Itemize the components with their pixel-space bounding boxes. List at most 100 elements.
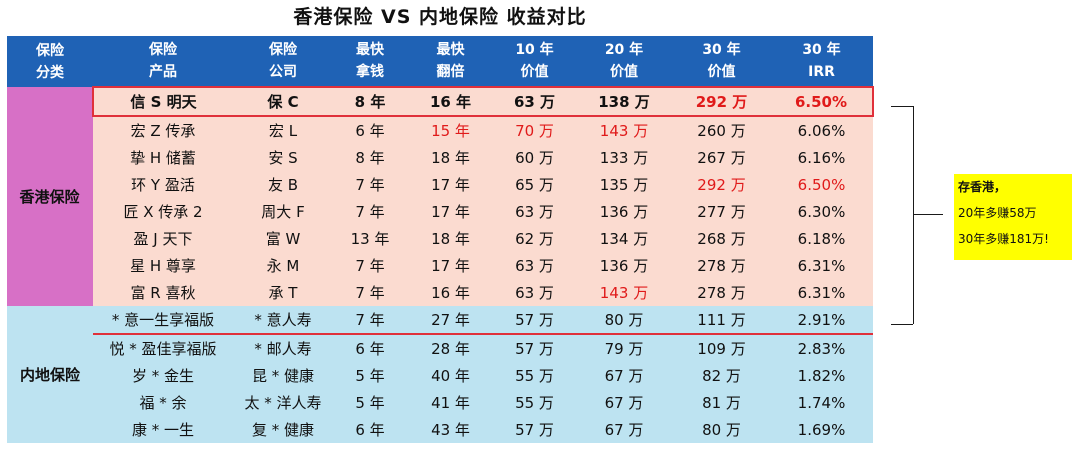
table-cell: 6.30% [770,198,873,225]
table-cell: 7 年 [333,279,407,306]
table-cell: 1.82% [770,362,873,389]
note-heading: 存香港， [958,180,1007,194]
header-line: 拿钱 [356,64,384,80]
table-cell: 81 万 [673,389,770,416]
header-line: 保险 [36,42,64,59]
header-line: IRR [808,64,835,80]
table-cell: 保 C [233,86,333,117]
header-cell: 10 年价值 [494,36,575,87]
table-cell: 匠 X 传承 2 [93,198,233,225]
table-cell: 康 * 一生 [93,416,233,443]
header-line: 价值 [520,64,549,80]
table-cell: 18 年 [407,144,494,171]
table-cell: 6.50% [770,86,874,117]
table-cell: 268 万 [673,225,770,252]
header-line: 20 年 [604,42,644,58]
table-cell: 43 年 [407,416,494,443]
table-cell: 6 年 [333,334,407,362]
table-cell: 40 年 [407,362,494,389]
table-cell: 岁 * 金生 [93,362,233,389]
table-cell: 70 万 [494,116,575,144]
table-cell: 136 万 [575,252,673,279]
table-cell: 133 万 [575,144,673,171]
header-line: 最快 [436,42,465,58]
table-row: 福 * 余太 * 洋人寿 5 年 41 年 55 万 67 万 81 万 1.74% [7,389,873,416]
table-cell: 60 万 [494,144,575,171]
table-cell: 28 年 [407,334,494,362]
table-cell: 2.91% [770,306,873,335]
table-cell: 7 年 [333,306,407,335]
header-line: 公司 [269,64,297,80]
table-row: 悦 * 盈佳享福版 * 邮人寿 6 年 28 年 57 万 79 万 109 万 2.83% [7,334,873,362]
table-row: 内地保险 * 意一生享福版 * 意人寿 7 年 27 年 57 万 80 万 111 万 2.9… [7,306,873,443]
table-cell: 292 万 [673,86,770,117]
table-cell: 260 万 [673,116,770,144]
table-cell: 57 万 [494,334,575,362]
table-cell: 278 万 [673,252,770,279]
table-cell: 63 万 [494,279,575,306]
table-cell: 6.16% [770,144,873,171]
header-line: 保险 [269,42,297,58]
table-cell: 136 万 [575,198,673,225]
bracket-bottom [891,324,913,325]
table-cell: 昆 * 健康 [233,362,333,389]
table-cell: 55 万 [494,389,575,416]
header-line: 10 年 [515,42,554,58]
table-cell: 6.31% [770,252,873,279]
table-cell: 143 万 [575,279,673,306]
header-line: 价值 [707,64,736,80]
table-cell: 7 年 [333,198,407,225]
table-cell: 6 年 [333,116,407,144]
table-cell: 永 M [233,252,333,279]
header-line: 翻倍 [436,64,465,80]
category-cell: 内地保险 [7,306,93,443]
header-cell: 保险 分类 [7,36,93,87]
page-title: 香港保险 VS 内地保险 收益对比 [293,6,587,28]
table-cell: 富 R 喜秋 [93,279,233,306]
bracket-vertical [913,106,914,324]
header-cell: 最快 拿钱 [333,36,407,87]
table-cell: 278 万 [673,279,770,306]
table-cell: 82 万 [673,362,770,389]
header-line: 产品 [149,64,177,80]
table-cell: 67 万 [575,416,673,443]
table-cell: 6 年 [333,416,407,443]
table-cell: 134 万 [575,225,673,252]
header-line: 30 年 [802,42,841,58]
table-cell: 67 万 [575,362,673,389]
table-cell: 17 年 [407,252,494,279]
table-cell: * 邮人寿 [233,334,333,362]
table-cell: 宏 L [233,116,333,144]
table-cell: 267 万 [673,144,770,171]
table-cell: 67 万 [575,389,673,416]
header-line: 价值 [610,64,638,80]
table-cell: 挚 H 储蓄 [93,144,233,171]
header-row: 保险 分类 保险 产品 保险 公司 最快 拿钱 最快 翻倍 10 年价值 20 年价值 30 年价值 30… [7,36,873,87]
table-cell: 6.50% [770,171,873,198]
table-cell: 80 万 [575,306,673,335]
table-cell: 13 年 [333,225,407,252]
table-cell: 17 年 [407,198,494,225]
header-cell: 30 年 IRR [770,36,873,87]
table-cell: 16 年 [407,279,494,306]
table-cell: 6.31% [770,279,873,306]
bracket-top [891,106,913,107]
table-cell: 复 * 健康 [233,416,333,443]
table-cell: 57 万 [494,306,575,335]
header-line: 保险 [149,42,177,58]
table-cell: 79 万 [575,334,673,362]
table-cell: 环 Y 盈活 [93,171,233,198]
table-cell: 27 年 [407,306,494,335]
table-cell: 1.69% [770,416,873,443]
table-cell: 277 万 [673,198,770,225]
note-line-30yr: 30年多赚181万! [958,232,1049,246]
table-cell: 6.06% [770,116,873,144]
note-line-20yr: 20年多赚58万 [958,206,1037,220]
table-cell: 太 * 洋人寿 [233,389,333,416]
table-cell: 135 万 [575,171,673,198]
table-cell: 143 万 [575,116,673,144]
